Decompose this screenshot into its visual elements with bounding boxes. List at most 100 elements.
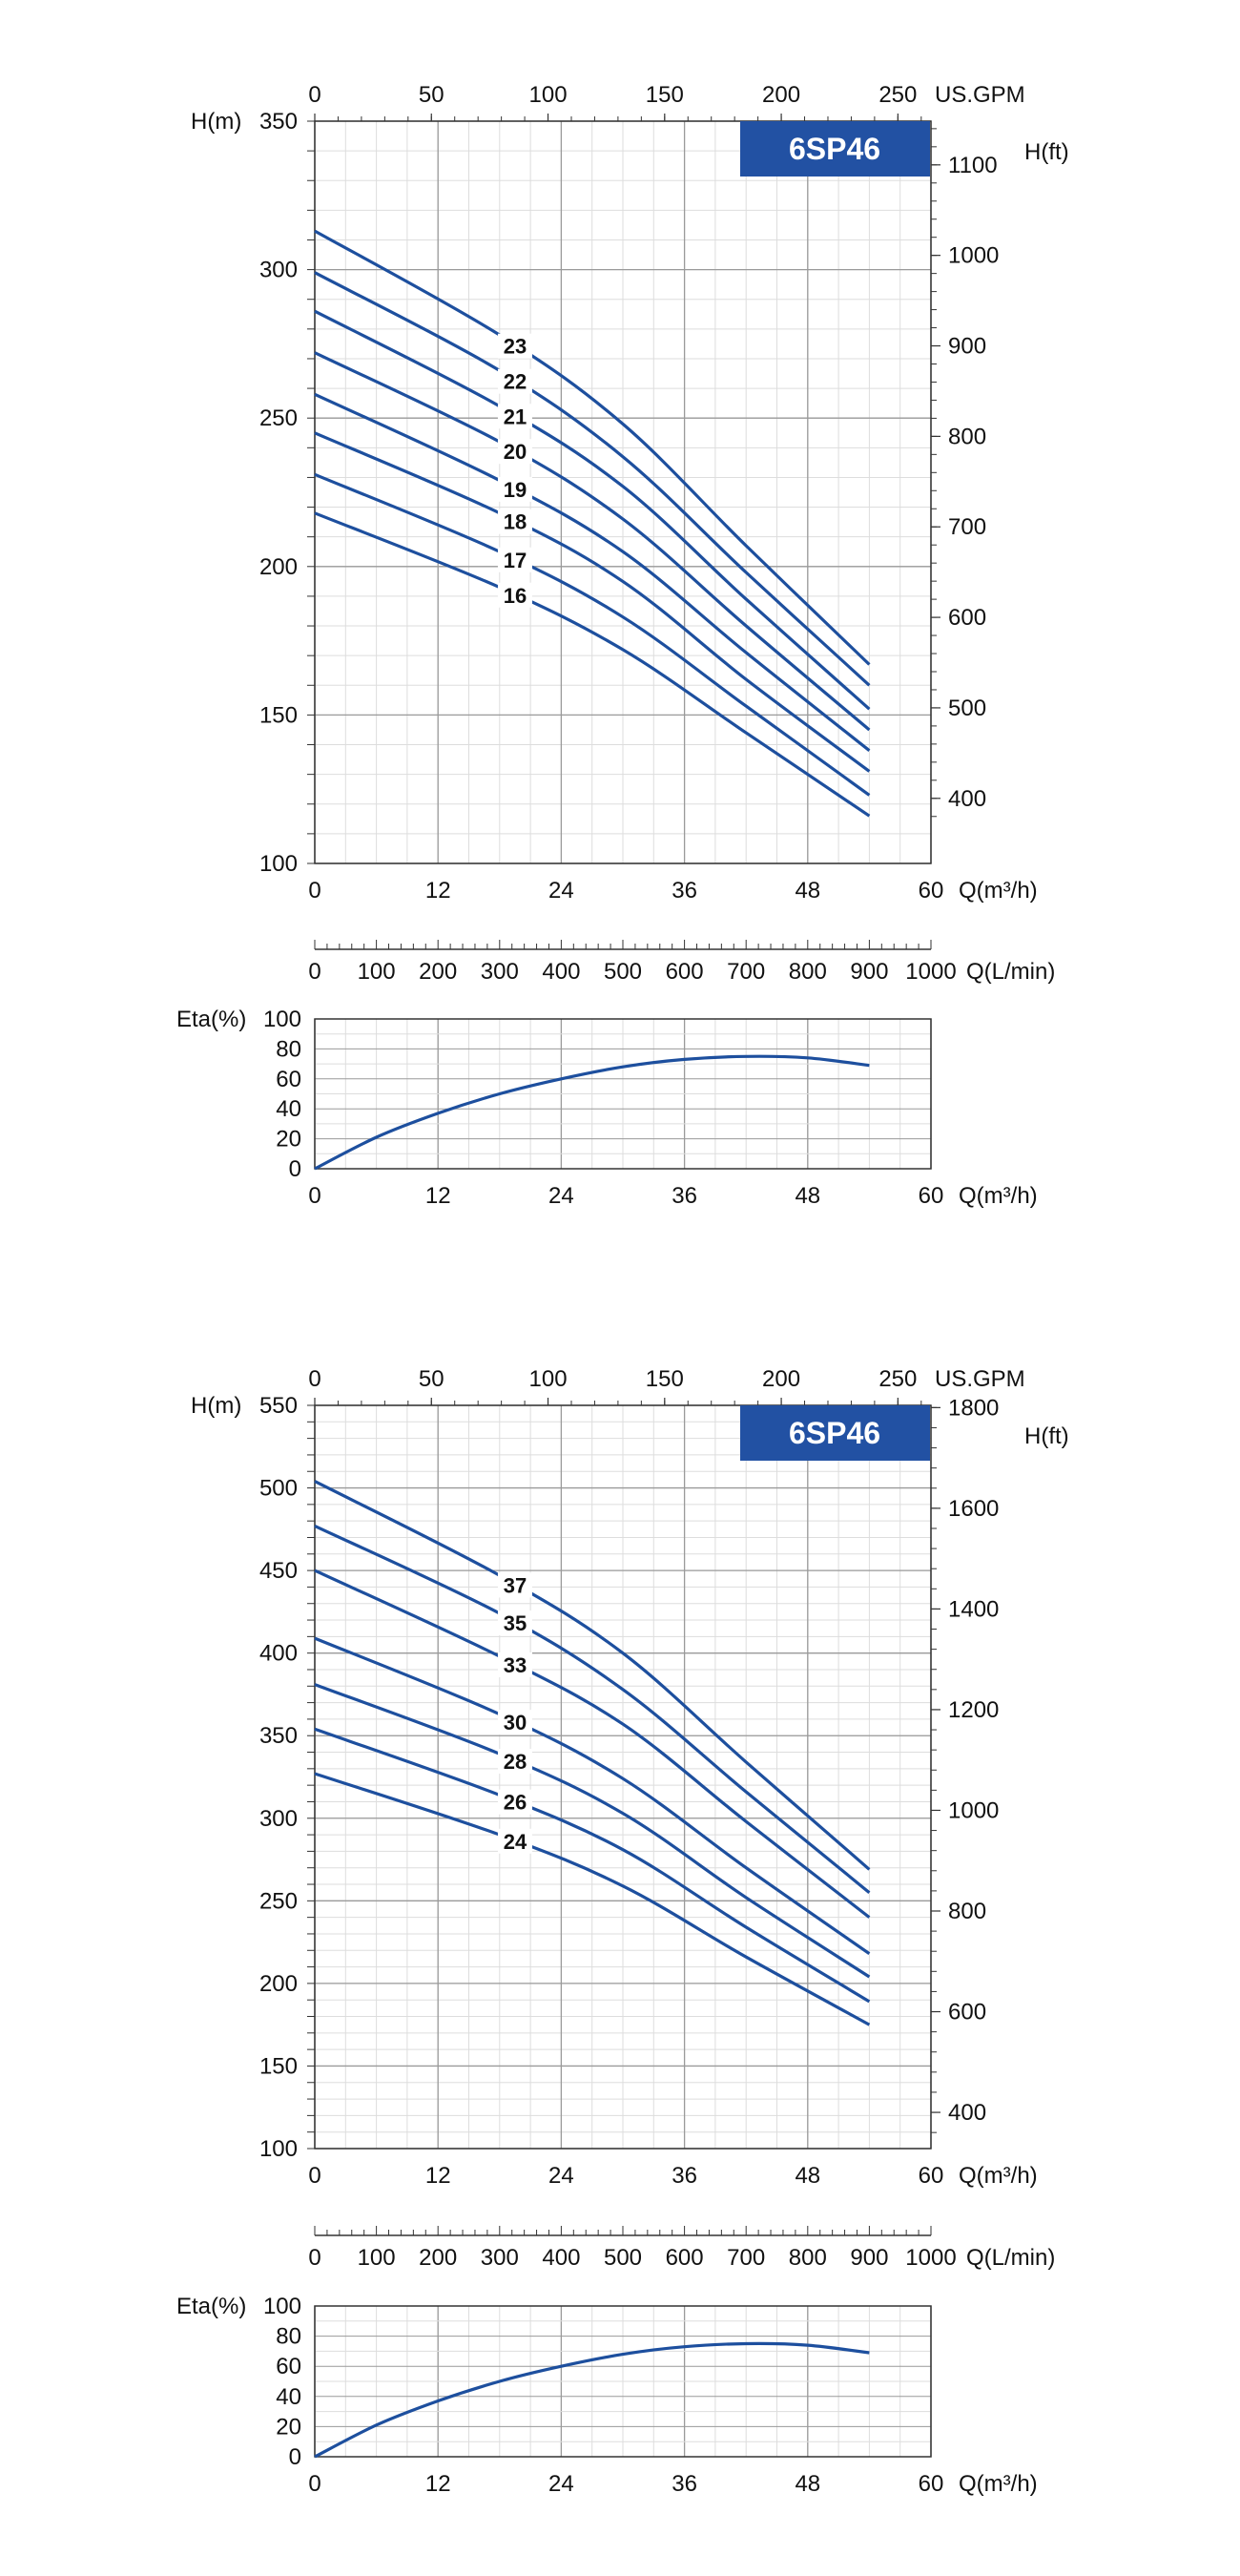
lmin-tick-label: 1000 — [905, 2245, 956, 2271]
eta-frame — [314, 1018, 932, 1170]
hft-tick-label: 1100 — [948, 153, 998, 178]
curve-label-bg — [497, 439, 532, 465]
eta-x-tick-label: 12 — [425, 2471, 451, 2497]
efficiency-curve — [314, 2341, 870, 2459]
curve-label-33: 33 — [504, 1653, 527, 1677]
eta-x-tick-label: 48 — [795, 2471, 820, 2497]
head-curve-24 — [314, 1772, 871, 2026]
eta-x-tick-label: 36 — [672, 1183, 697, 1209]
curve-label-bg — [497, 582, 532, 608]
x-tick-label: 36 — [672, 878, 697, 904]
lmin-tick-label: 700 — [727, 959, 765, 985]
curve-label-bg — [497, 1828, 532, 1854]
hft-tick-label: 700 — [948, 514, 986, 540]
head-curve-22 — [314, 271, 871, 687]
lmin-tick-label: 300 — [481, 2245, 519, 2271]
lmin-tick-label: 500 — [604, 2245, 642, 2271]
eta-x-tick-label: 0 — [308, 2471, 320, 2497]
head-curve-21 — [314, 309, 871, 711]
lmin-tick-label: 700 — [727, 2245, 765, 2271]
y-tick-label: 200 — [259, 1971, 298, 1997]
curve-label-28: 28 — [504, 1750, 527, 1774]
eta-tick-label: 80 — [276, 2324, 301, 2350]
pump-chart-1: 0 12 24 36 48 60 Q(m³/h)100150200250300350H(m)… — [176, 82, 1069, 1209]
curve-label-22: 22 — [504, 370, 527, 394]
eta-x-tick-label: 24 — [548, 1183, 574, 1209]
curve-label-19: 19 — [504, 478, 527, 502]
hft-tick-label: 900 — [948, 334, 986, 360]
x-tick-label: 0 — [308, 2163, 320, 2189]
curve-label-bg — [497, 368, 532, 394]
eta-tick-label: 0 — [289, 2444, 301, 2470]
gpm-tick-label: 150 — [646, 1366, 684, 1392]
curve-label-35: 35 — [504, 1611, 527, 1635]
y-tick-label: 450 — [259, 1558, 298, 1584]
lmin-tick-label: 900 — [850, 2245, 888, 2271]
x-tick-label: 48 — [795, 2163, 820, 2189]
gpm-axis-title: US.GPM — [935, 1366, 1025, 1392]
y-tick-label: 250 — [259, 405, 298, 431]
x-tick-label: 36 — [672, 2163, 697, 2189]
lmin-tick-label: 1000 — [905, 959, 956, 985]
curve-label-16: 16 — [504, 584, 527, 608]
eta-tick-label: 20 — [276, 1127, 301, 1153]
lmin-axis-title: Q(L/min) — [966, 2245, 1055, 2271]
x-axis-title: Q(m³/h) — [959, 878, 1038, 904]
gpm-tick-label: 0 — [308, 82, 320, 108]
y-tick-label: 250 — [259, 1888, 298, 1914]
eta-tick-label: 0 — [289, 1156, 301, 1182]
efficiency-chart: 0 20 40 60 80 100 Eta(%) 0 12 24 36 48 60 Q(m³/h) — [176, 1007, 1038, 1209]
head-curve-30 — [314, 1636, 871, 1956]
gpm-tick-label: 0 — [308, 1366, 320, 1392]
lmin-tick-label: 0 — [308, 959, 320, 985]
plot-frame — [314, 120, 932, 864]
eta-tick-label: 100 — [263, 2294, 301, 2319]
lmin-tick-label: 600 — [666, 959, 704, 985]
eta-x-tick-label: 0 — [308, 1183, 320, 1209]
lmin-tick-label: 100 — [358, 959, 396, 985]
curve-label-bg — [497, 333, 532, 359]
eta-x-tick-label: 36 — [672, 2471, 697, 2497]
hft-tick-label: 600 — [948, 605, 986, 631]
curve-label-23: 23 — [504, 335, 527, 359]
curve-label-bg — [497, 1789, 532, 1815]
lmin-tick-label: 600 — [666, 2245, 704, 2271]
hft-tick-label: 400 — [948, 786, 986, 812]
curve-label-18: 18 — [504, 510, 527, 534]
hft-tick-label: 1600 — [948, 1496, 999, 1522]
lmin-tick-label: 400 — [542, 959, 580, 985]
lmin-tick-label: 500 — [604, 959, 642, 985]
eta-tick-label: 100 — [263, 1007, 301, 1032]
y-tick-label: 350 — [259, 1723, 298, 1749]
curve-label-bg — [497, 1652, 532, 1678]
head-curve-23 — [314, 229, 871, 666]
x-tick-label: 12 — [425, 2163, 451, 2189]
hft-tick-label: 1000 — [948, 243, 999, 269]
gpm-tick-label: 200 — [762, 82, 800, 108]
lmin-tick-label: 400 — [542, 2245, 580, 2271]
curve-label-bg — [497, 1610, 532, 1636]
lmin-tick-label: 200 — [419, 2245, 457, 2271]
lmin-tick-label: 200 — [419, 959, 457, 985]
hft-axis-title: H(ft) — [1024, 139, 1069, 165]
hft-tick-label: 1800 — [948, 1395, 999, 1421]
hft-tick-label: 800 — [948, 1899, 986, 1924]
eta-x-tick-label: 24 — [548, 2471, 574, 2497]
eta-frame — [314, 2305, 932, 2458]
lmin-tick-label: 300 — [481, 959, 519, 985]
title-badge — [740, 121, 930, 177]
head-curve-20 — [314, 351, 871, 732]
gpm-tick-label: 100 — [529, 82, 568, 108]
gpm-tick-label: 50 — [419, 1366, 444, 1392]
curve-label-bg — [497, 547, 532, 572]
eta-tick-label: 20 — [276, 2414, 301, 2440]
eta-tick-label: 40 — [276, 2384, 301, 2410]
y-tick-label: 550 — [259, 1393, 298, 1419]
head-curve-35 — [314, 1524, 871, 1894]
head-curve-19 — [314, 392, 871, 752]
curve-label-24: 24 — [504, 1830, 527, 1854]
curve-label-bg — [497, 404, 532, 429]
eta-tick-label: 80 — [276, 1036, 301, 1062]
y-axis-title: H(m) — [191, 109, 241, 135]
